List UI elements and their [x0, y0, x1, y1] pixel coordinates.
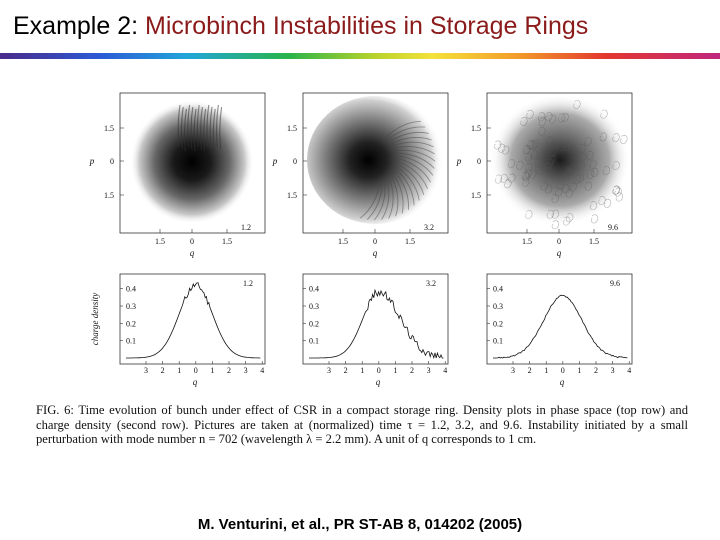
density-x-tick: 0: [561, 366, 565, 375]
density-x-tick: 3: [244, 366, 248, 375]
density-x-tick: 0: [377, 366, 381, 375]
density-time-label: 1.2: [243, 279, 253, 288]
phase-x-tick: 0: [373, 237, 377, 246]
phase-y-tick: 0: [110, 157, 114, 166]
density-ylabel: charge density: [90, 293, 100, 345]
phase-y-tick: 1.5: [471, 191, 481, 200]
phase-xlabel: q: [373, 248, 378, 258]
density-y-tick: 0.4: [493, 285, 503, 294]
density-y-tick: 0.4: [126, 285, 136, 294]
density-xlabel: q: [376, 377, 381, 387]
density-x-tick: 2: [410, 366, 414, 375]
density-xlabel: q: [193, 377, 198, 387]
density-x-tick: 3: [144, 366, 148, 375]
phase-x-tick: 1.5: [155, 237, 165, 246]
density-panel-3: [486, 273, 633, 365]
density-x-tick: 2: [594, 366, 598, 375]
phase-y-tick: 1.5: [104, 124, 114, 133]
phase-time-label: 3.2: [424, 223, 434, 232]
density-x-tick: 2: [161, 366, 165, 375]
density-x-tick: 1: [393, 366, 397, 375]
phase-xlabel: q: [557, 248, 562, 258]
phase-ylabel: p: [456, 156, 462, 166]
density-y-tick: 0.3: [309, 302, 319, 311]
phase-time-label: 9.6: [608, 223, 618, 232]
density-x-tick: 3: [511, 366, 515, 375]
density-x-tick: 4: [443, 366, 447, 375]
density-y-tick: 0.1: [309, 337, 319, 346]
density-x-tick: 2: [344, 366, 348, 375]
phase-y-tick: 0: [293, 157, 297, 166]
phase-ylabel: p: [272, 156, 278, 166]
density-x-tick: 1: [577, 366, 581, 375]
phase-x-tick: 0: [190, 237, 194, 246]
phase-x-tick: 1.5: [405, 237, 415, 246]
phase-x-tick: 1.5: [222, 237, 232, 246]
phase-xlabel: q: [190, 248, 195, 258]
density-x-tick: 1: [544, 366, 548, 375]
density-y-tick: 0.2: [126, 319, 136, 328]
slide-title: Example 2: Microbinch Instabilities in S…: [13, 12, 588, 41]
phase-ylabel: p: [89, 156, 95, 166]
phase-density-2: [307, 96, 443, 224]
phase-x-tick: 1.5: [338, 237, 348, 246]
density-curve: [309, 288, 444, 360]
density-xlabel: q: [560, 377, 565, 387]
phase-density-1: [130, 100, 254, 224]
figure-caption: FIG. 6: Time evolution of bunch under ef…: [36, 403, 688, 447]
density-x-tick: 0: [194, 366, 198, 375]
phase-x-tick: 1.5: [589, 237, 599, 246]
density-y-tick: 0.1: [493, 337, 503, 346]
phase-1-time-label: 1.2: [241, 223, 251, 232]
density-x-tick: 4: [627, 366, 631, 375]
phase-filaments: [177, 100, 628, 230]
phase-y-tick: 0: [477, 157, 481, 166]
phase-y-tick: 1.5: [104, 191, 114, 200]
density-x-tick: 1: [210, 366, 214, 375]
phase-y-tick: 1.5: [287, 124, 297, 133]
rainbow-divider: [0, 53, 720, 59]
density-x-tick: 1: [177, 366, 181, 375]
density-panel-2: [302, 273, 449, 365]
citation: M. Venturini, et al., PR ST-AB 8, 014202…: [197, 516, 523, 533]
density-x-tick: 1: [360, 366, 364, 375]
title-accent: Microbinch Instabilities in Storage Ring…: [145, 12, 589, 40]
density-panel-1: [119, 273, 266, 365]
density-x-tick: 3: [611, 366, 615, 375]
density-y-tick: 0.2: [309, 319, 319, 328]
phase-y-tick: 1.5: [471, 124, 481, 133]
title-prefix: Example 2:: [13, 12, 146, 40]
density-time-label: 9.6: [610, 279, 620, 288]
density-y-tick: 0.2: [493, 319, 503, 328]
density-y-tick: 0.1: [126, 337, 136, 346]
phase-y-tick: 1.5: [287, 191, 297, 200]
density-x-tick: 2: [227, 366, 231, 375]
density-x-tick: 4: [260, 366, 264, 375]
density-y-tick: 0.4: [309, 285, 319, 294]
density-curve: [493, 294, 628, 359]
density-x-tick: 3: [327, 366, 331, 375]
density-curve: [126, 282, 261, 359]
density-y-tick: 0.3: [493, 302, 503, 311]
phase-x-tick: 0: [557, 237, 561, 246]
density-x-tick: 3: [427, 366, 431, 375]
density-time-label: 3.2: [426, 279, 436, 288]
density-y-tick: 0.3: [126, 302, 136, 311]
density-curves: [126, 282, 628, 360]
phase-density-3: [490, 94, 630, 226]
phase-x-tick: 1.5: [522, 237, 532, 246]
density-x-tick: 2: [528, 366, 532, 375]
